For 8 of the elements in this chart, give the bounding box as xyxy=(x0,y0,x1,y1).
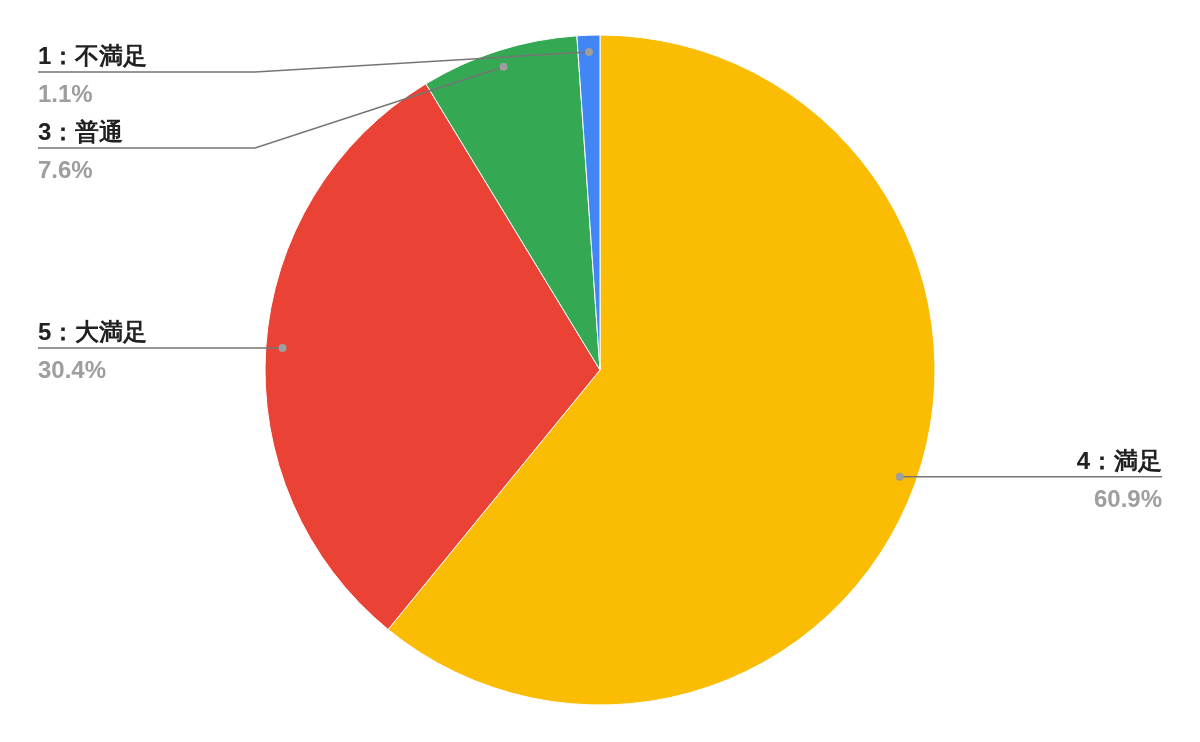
data-label: 7.6% xyxy=(38,156,93,183)
data-label: 30.4% xyxy=(38,356,107,384)
slice-label: 4：満足 xyxy=(1076,446,1162,474)
data-label: 60.9% xyxy=(1093,484,1162,512)
slice-label: 3：普通 xyxy=(38,118,124,145)
slice-label: 1：不満足 xyxy=(38,42,148,69)
slice-label: 5：大満足 xyxy=(38,318,148,346)
data-label: 1.1% xyxy=(38,80,93,107)
